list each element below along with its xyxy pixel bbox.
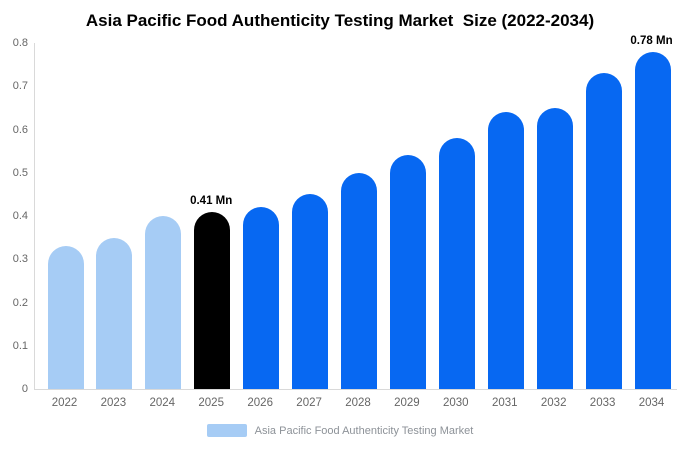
bar-2029	[389, 155, 426, 389]
bar-2033	[585, 73, 622, 389]
x-tick-label: 2033	[589, 397, 616, 409]
x-tick-label: 2034	[638, 397, 665, 409]
y-tick-label: 0.8	[12, 37, 28, 49]
chart-title: Asia Pacific Food Authenticity Testing M…	[85, 11, 595, 30]
y-tick-label: 0.3	[12, 253, 28, 266]
bar-annotation-2025: 0.41 Mn	[190, 194, 233, 207]
bar-2023	[96, 237, 133, 389]
y-tick-label: 0.2	[12, 296, 28, 309]
x-tick-label: 2032	[540, 397, 567, 409]
bar-2028	[341, 172, 377, 389]
x-tick-label: 2027	[296, 397, 322, 409]
x-tick-label: 2023	[100, 397, 127, 409]
x-axis-labels: 2022 2023 2024 2025 2026 2027 2028 2029 2030 2031…	[34, 397, 676, 413]
y-tick-label: 0.7	[12, 80, 28, 93]
y-tick-label: 0.4	[12, 210, 28, 222]
bar-2031	[487, 112, 524, 389]
bar-2025	[194, 211, 231, 389]
bar-annotation-2034: 0.78 Mn	[630, 34, 673, 47]
legend-label: Asia Pacific Food Authenticity Testing M…	[254, 424, 474, 437]
x-tick-label: 2028	[345, 397, 371, 409]
bar-2026	[243, 207, 280, 389]
bar-2032	[536, 107, 573, 389]
plot-area	[34, 43, 677, 390]
bar-2030	[438, 138, 475, 389]
x-tick-label: 2029	[394, 397, 420, 409]
x-tick-label: 2025	[198, 397, 224, 409]
x-tick-label: 2031	[492, 397, 518, 409]
bar-2034	[634, 51, 671, 389]
legend-swatch-icon	[206, 424, 247, 437]
y-tick-label: 0.6	[12, 123, 28, 136]
x-tick-label: 2022	[51, 397, 78, 409]
x-tick-label: 2024	[149, 397, 176, 409]
y-tick-label: 0	[21, 383, 28, 395]
x-tick-label: 2026	[247, 397, 273, 409]
y-axis-labels: 0 0.1 0.2 0.3 0.4 0.5 0.6 0.7 0.8	[0, 37, 28, 395]
y-tick-label: 0.5	[12, 166, 28, 179]
legend: Asia Pacific Food Authenticity Testing M…	[0, 424, 680, 437]
x-tick-label: 2030	[443, 397, 469, 409]
bar-2027	[292, 194, 329, 389]
bar-2024	[145, 216, 182, 389]
y-tick-label: 0.1	[12, 339, 28, 352]
bar-2022	[47, 246, 84, 389]
